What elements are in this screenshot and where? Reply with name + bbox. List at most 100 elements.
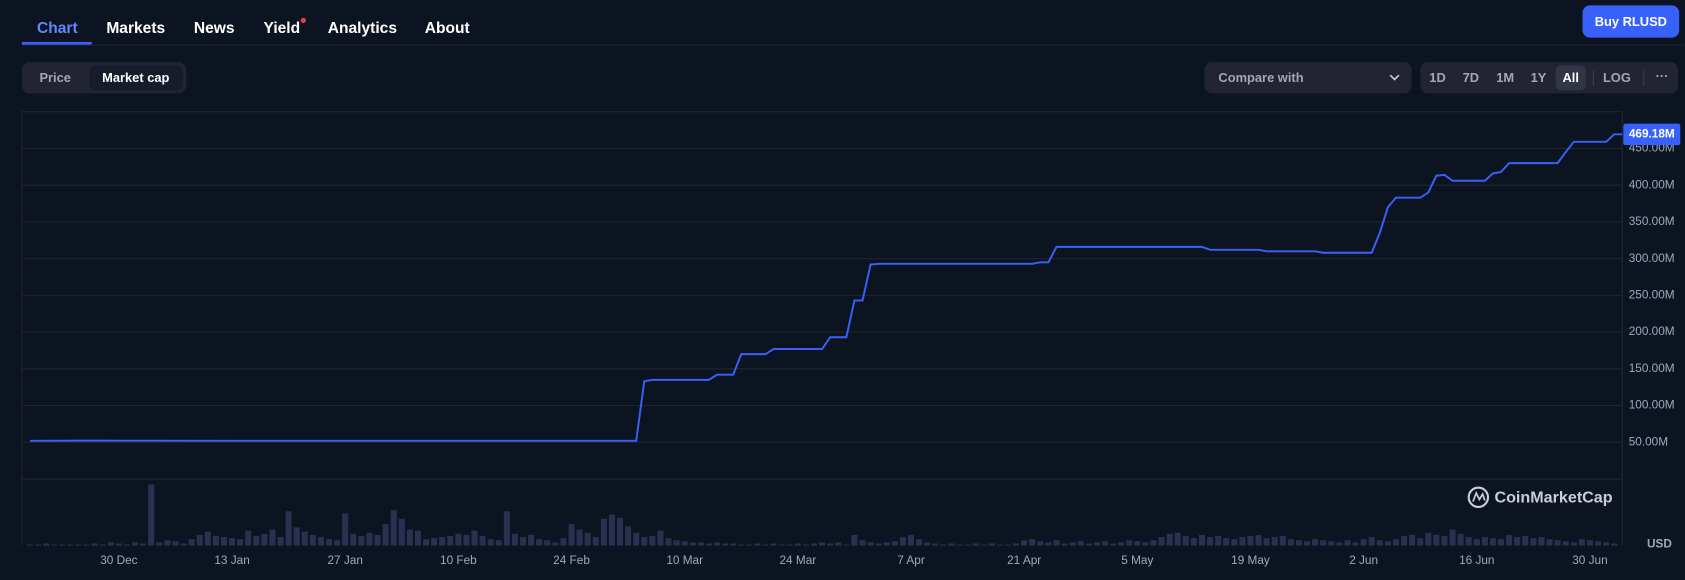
volume-bar (697, 542, 704, 546)
volume-bar (1134, 541, 1141, 546)
nav-tab[interactable]: Yield (264, 20, 301, 37)
volume-bar (1174, 532, 1181, 546)
x-tick-label: 30 Dec (100, 553, 137, 567)
volume-bar (261, 533, 268, 546)
current-value-label: 469.18M (1629, 126, 1675, 140)
volume-bar (164, 540, 171, 546)
nav-tab[interactable]: Chart (37, 20, 78, 37)
volume-bar (617, 517, 624, 546)
volume-bar (1166, 533, 1173, 546)
volume-bar (309, 534, 316, 546)
y-tick-label: 150.00M (1629, 361, 1675, 375)
compare-dropdown[interactable] (1204, 62, 1412, 94)
x-tick-label: 24 Mar (779, 553, 816, 567)
volume-bar (1336, 542, 1343, 546)
range-option[interactable]: 1D (1429, 70, 1445, 85)
volume-bar (1578, 539, 1585, 546)
volume-bar (26, 544, 33, 546)
volume-bar (746, 544, 753, 546)
volume-bar (277, 537, 284, 546)
volume-bar (172, 541, 179, 546)
volume-bar (317, 537, 324, 546)
more-button[interactable]: ··· (1656, 69, 1669, 84)
toggle-option[interactable]: Price (39, 70, 71, 85)
volume-bar (1287, 539, 1294, 546)
volume-bar (1263, 538, 1270, 546)
volume-bar (237, 539, 244, 546)
volume-bar (1085, 543, 1092, 546)
range-option[interactable]: 1Y (1531, 70, 1547, 85)
volume-bar (730, 543, 737, 546)
notification-dot (300, 17, 306, 24)
volume-bar (1110, 543, 1117, 546)
volume-bar (455, 533, 462, 546)
toggle-option[interactable]: Market cap (102, 70, 169, 85)
volume-bar (1029, 539, 1036, 546)
volume-bar (996, 544, 1003, 546)
volume-bar (568, 524, 575, 546)
volume-bar (1603, 542, 1610, 546)
volume-bar (1231, 539, 1238, 546)
range-option[interactable]: 1M (1496, 70, 1514, 85)
x-tick-label: 10 Feb (440, 553, 477, 567)
buy-button[interactable] (1582, 5, 1680, 38)
volume-bar (204, 531, 211, 546)
volume-bar (212, 535, 219, 546)
volume-bar (1514, 537, 1521, 546)
volume-bar (1320, 540, 1327, 546)
volume-bar (932, 543, 939, 546)
volume-bar (1247, 535, 1254, 546)
log-button[interactable]: LOG (1603, 70, 1631, 85)
volume-bar (1409, 534, 1416, 546)
watermark-logo (1467, 486, 1490, 509)
volume-bar (1401, 535, 1408, 546)
x-tick-label: 2 Jun (1349, 553, 1378, 567)
volume-bar (1586, 540, 1593, 546)
compare-label[interactable]: Compare with (1218, 70, 1303, 85)
volume-bar (1344, 540, 1351, 546)
volume-bar (253, 535, 260, 546)
volume-bar (1441, 535, 1448, 546)
volume-bar (1376, 540, 1383, 546)
volume-bar (940, 544, 947, 546)
nav-tab[interactable]: Analytics (328, 20, 398, 37)
volume-bar (1506, 534, 1513, 546)
volume-bar (1198, 534, 1205, 546)
volume-bar (1384, 541, 1391, 546)
nav-tab[interactable]: News (194, 20, 235, 37)
volume-bar (1239, 537, 1246, 546)
volume-bar (1190, 538, 1197, 546)
volume-bar (220, 537, 227, 546)
volume-bar (1312, 539, 1319, 546)
volume-bar (1093, 542, 1100, 546)
volume-bar (43, 543, 50, 546)
nav-tab[interactable]: About (425, 20, 470, 37)
volume-bar (980, 544, 987, 546)
volume-bar (665, 538, 672, 546)
volume-bar (285, 511, 292, 546)
volume-bar (625, 526, 632, 546)
volume-bar (115, 543, 122, 546)
volume-bar (156, 542, 163, 546)
range-option[interactable]: All (1562, 70, 1578, 85)
volume-bar (1101, 541, 1108, 546)
volume-bar (51, 544, 58, 546)
volume-bar (334, 540, 341, 546)
x-tick-label: 5 May (1121, 553, 1153, 567)
chevron (1389, 74, 1400, 81)
volume-bar (891, 541, 898, 546)
volume-bar (350, 533, 357, 546)
volume-bar (1530, 538, 1537, 546)
volume-bar (301, 531, 308, 546)
volume-bar (1215, 535, 1222, 546)
volume-bar (423, 539, 430, 546)
volume-bar (479, 535, 486, 546)
volume-bar (754, 543, 761, 546)
nav-tab[interactable]: Markets (106, 20, 165, 37)
volume-bar (705, 543, 712, 546)
volume-bar (463, 534, 470, 546)
range-option[interactable]: 7D (1463, 70, 1479, 85)
buy-button-label[interactable]: Buy RLUSD (1595, 14, 1667, 29)
